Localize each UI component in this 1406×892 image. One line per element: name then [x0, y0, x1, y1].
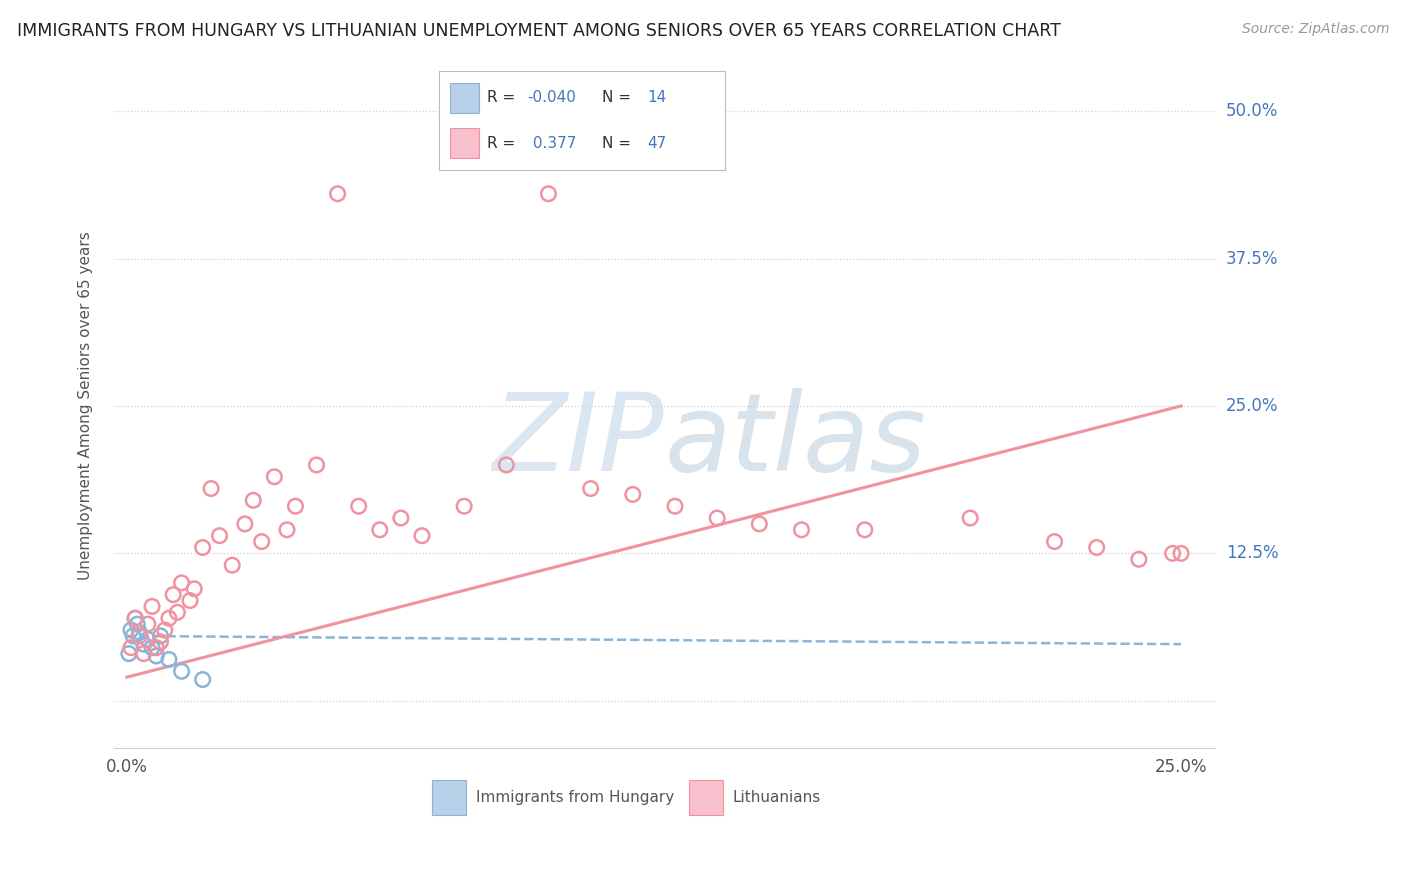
Point	[263, 469, 285, 483]
Y-axis label: Unemployment Among Seniors over 65 years: Unemployment Among Seniors over 65 years	[79, 232, 93, 581]
Point	[200, 482, 222, 496]
Text: 37.5%: 37.5%	[1226, 250, 1278, 268]
Point	[706, 511, 728, 525]
Text: IMMIGRANTS FROM HUNGARY VS LITHUANIAN UNEMPLOYMENT AMONG SENIORS OVER 65 YEARS C: IMMIGRANTS FROM HUNGARY VS LITHUANIAN UN…	[17, 22, 1060, 40]
Point	[221, 558, 243, 573]
Point	[136, 632, 159, 647]
Point	[157, 611, 180, 625]
Point	[166, 605, 188, 619]
Point	[120, 623, 142, 637]
Point	[162, 588, 184, 602]
Text: Source: ZipAtlas.com: Source: ZipAtlas.com	[1241, 22, 1389, 37]
Point	[621, 487, 644, 501]
Point	[579, 482, 602, 496]
Point	[276, 523, 298, 537]
Text: ZIP: ZIP	[494, 388, 665, 492]
Point	[368, 523, 391, 537]
Point	[242, 493, 264, 508]
Point	[1161, 546, 1184, 560]
Point	[959, 511, 981, 525]
Point	[124, 611, 146, 625]
Point	[149, 629, 172, 643]
Point	[124, 611, 146, 625]
Point	[120, 640, 142, 655]
Point	[453, 500, 475, 514]
Point	[170, 665, 193, 679]
Point	[179, 593, 201, 607]
Point	[748, 516, 770, 531]
Point	[157, 652, 180, 666]
Text: atlas: atlas	[665, 388, 927, 492]
Point	[389, 511, 412, 525]
Point	[141, 599, 163, 614]
Point	[141, 640, 163, 655]
Point	[495, 458, 517, 472]
Point	[853, 523, 876, 537]
Point	[183, 582, 205, 596]
Point	[208, 529, 231, 543]
Point	[145, 640, 167, 655]
Point	[284, 500, 307, 514]
Point	[170, 575, 193, 590]
Point	[326, 186, 349, 201]
Point	[122, 629, 145, 643]
Point	[1043, 534, 1066, 549]
Point	[790, 523, 813, 537]
Point	[537, 186, 560, 201]
Point	[132, 637, 155, 651]
Point	[149, 635, 172, 649]
Point	[136, 617, 159, 632]
Point	[305, 458, 328, 472]
Point	[250, 534, 273, 549]
Point	[191, 541, 214, 555]
Point	[191, 673, 214, 687]
Point	[153, 623, 176, 637]
Point	[132, 647, 155, 661]
Point	[127, 617, 149, 632]
Text: 50.0%: 50.0%	[1226, 103, 1278, 120]
Point	[145, 648, 167, 663]
Point	[118, 647, 141, 661]
Point	[233, 516, 256, 531]
Point	[1085, 541, 1108, 555]
Text: 12.5%: 12.5%	[1226, 544, 1278, 562]
Point	[1128, 552, 1150, 566]
Point	[664, 500, 686, 514]
Point	[128, 625, 150, 640]
Point	[411, 529, 433, 543]
Point	[128, 629, 150, 643]
Point	[347, 500, 370, 514]
Text: 25.0%: 25.0%	[1226, 397, 1278, 415]
Point	[1170, 546, 1192, 560]
